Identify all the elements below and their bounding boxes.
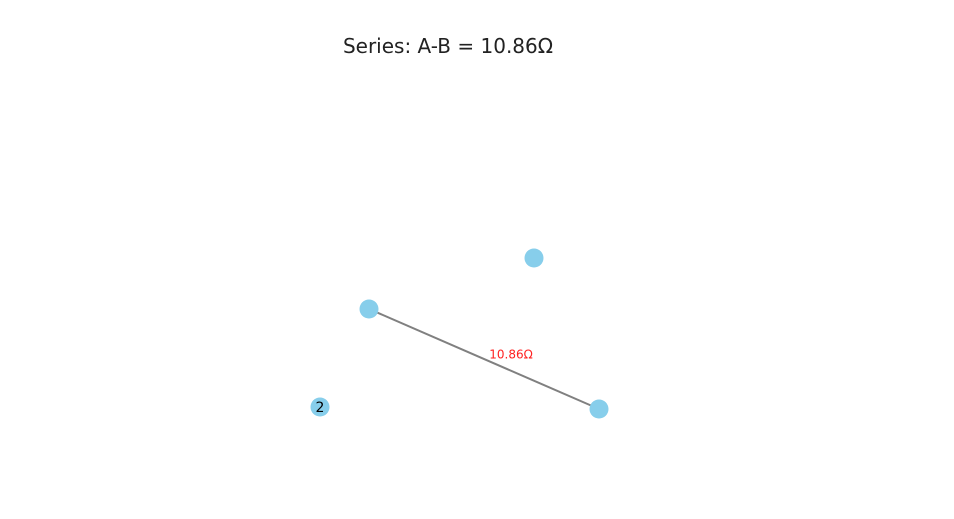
nodes-layer (310, 248, 609, 419)
labels-layer: 10.86Ω 2 (316, 348, 533, 417)
edges-layer (368, 308, 600, 410)
node-n1 (524, 248, 544, 268)
node-n4 (310, 397, 330, 417)
diagram-title: Series: A-B = 10.86Ω (342, 34, 554, 58)
node-label: 2 (316, 400, 325, 416)
edge-label: 10.86Ω (489, 348, 533, 362)
node-n2 (359, 299, 379, 319)
edge-n2-n3 (368, 308, 600, 410)
node-n3 (589, 399, 609, 419)
